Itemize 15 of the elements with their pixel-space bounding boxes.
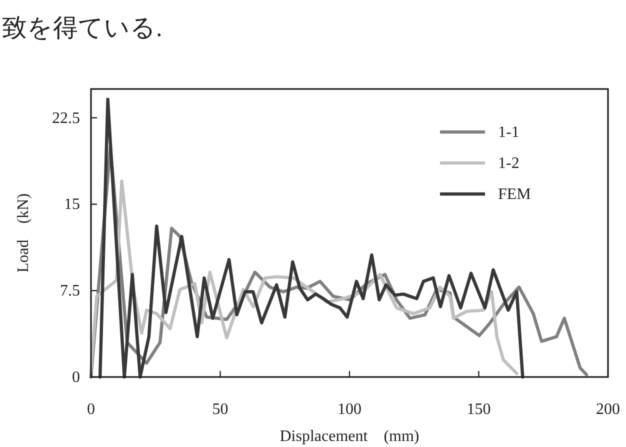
annotation: 致を得ている. [2, 15, 162, 42]
x-tick-label: 50 [212, 401, 228, 418]
legend-label: FEM [498, 186, 531, 203]
x-tick-label: 150 [466, 401, 491, 418]
y-tick-label: 7.5 [60, 282, 80, 300]
y-tick-label: 22.5 [52, 110, 80, 127]
y-axis-title: Load (kN) [15, 193, 32, 273]
legend-label: 1-2 [498, 155, 520, 172]
x-tick-label: 100 [338, 401, 362, 418]
x-axis-title: Displacement (mm) [280, 428, 420, 445]
legend-label: 1-1 [498, 124, 520, 141]
x-tick-label: 0 [87, 401, 95, 418]
y-tick-label: 0 [72, 369, 80, 386]
y-tick-label: 15 [64, 196, 80, 214]
x-tick-label: 200 [596, 401, 620, 418]
